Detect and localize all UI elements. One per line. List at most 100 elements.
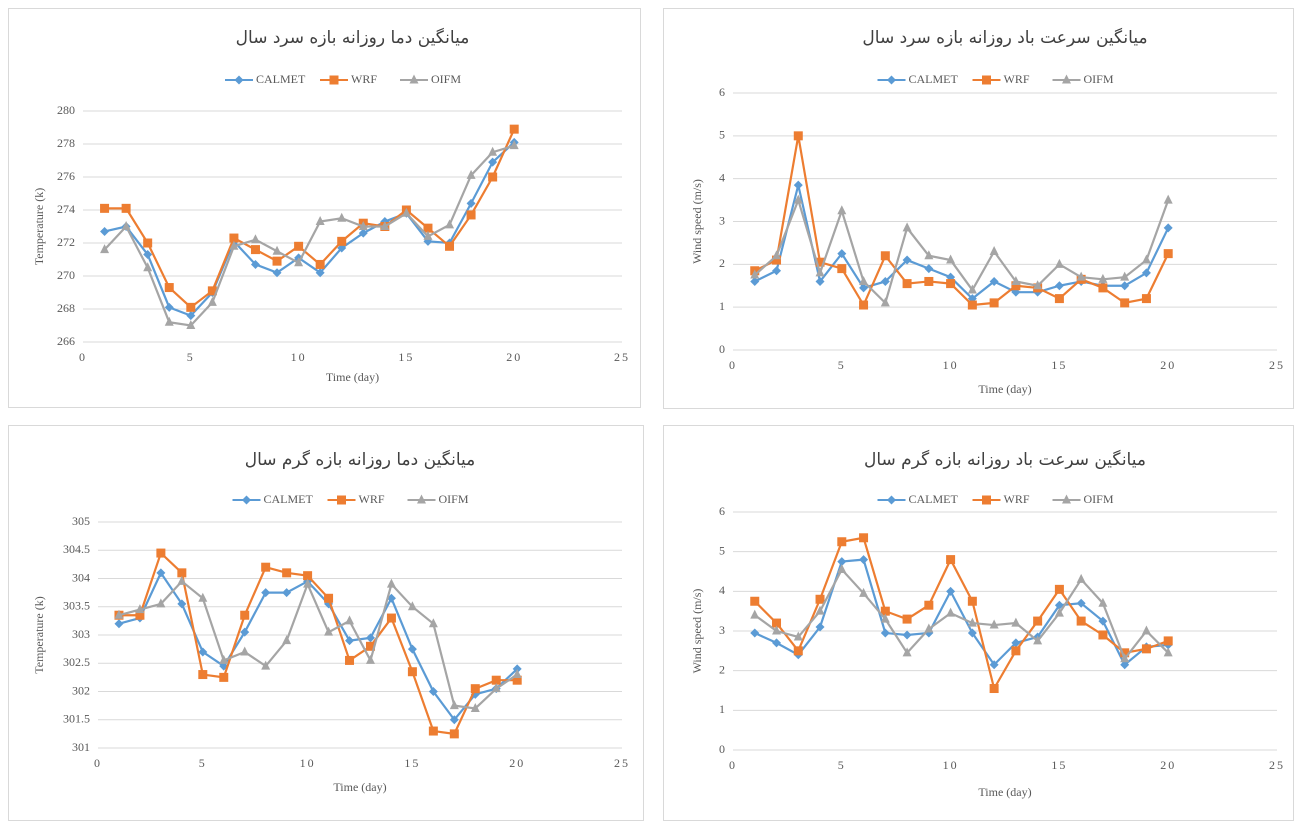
marker: [186, 302, 196, 312]
marker: [449, 700, 459, 710]
marker: [358, 228, 368, 238]
marker: [1062, 494, 1071, 504]
legend-entry: CALMET: [225, 72, 306, 86]
marker: [887, 495, 896, 505]
marker: [365, 633, 375, 643]
marker: [466, 198, 476, 208]
marker: [143, 262, 153, 272]
marker: [772, 638, 782, 648]
legend-label: WRF: [351, 72, 377, 86]
marker: [1054, 607, 1064, 617]
marker: [229, 240, 239, 250]
marker: [859, 587, 869, 597]
legend-entry: WRF: [972, 72, 1030, 86]
marker: [100, 226, 110, 236]
marker: [358, 221, 368, 230]
marker: [186, 320, 196, 329]
marker: [902, 630, 912, 640]
marker: [859, 533, 869, 543]
marker: [250, 245, 260, 255]
x-tick-label: 25: [1269, 358, 1285, 372]
y-tick-label: 2: [719, 662, 725, 676]
legend-entry: WRF: [320, 72, 377, 86]
marker: [1120, 271, 1130, 281]
y-axis-label: Wind speed (m/s): [690, 179, 704, 264]
marker: [491, 683, 501, 693]
x-tick-label: 0: [79, 350, 87, 364]
x-tick-label: 10: [291, 350, 307, 364]
marker: [924, 250, 934, 260]
marker: [114, 619, 124, 629]
marker: [1033, 280, 1043, 290]
marker: [880, 628, 890, 638]
marker: [1141, 268, 1151, 278]
chart-panel: میانگین دما روزانه بازه سرد سال 266 268 270…: [8, 8, 641, 408]
x-tick-label: 25: [614, 350, 630, 364]
marker: [1163, 249, 1173, 259]
x-tick-label: 15: [398, 350, 414, 364]
x-tick-label: 25: [614, 756, 630, 770]
marker: [135, 610, 145, 620]
y-tick-label: 4: [719, 583, 725, 597]
marker: [902, 255, 912, 265]
marker: [793, 180, 803, 190]
marker: [924, 600, 934, 610]
marker: [198, 647, 208, 657]
marker: [989, 619, 999, 629]
marker: [1098, 283, 1108, 293]
marker: [121, 221, 131, 230]
legend-label: OIFM: [439, 492, 469, 506]
marker: [1098, 597, 1108, 607]
y-tick-label: 3: [719, 623, 725, 637]
legend-label: WRF: [1004, 492, 1030, 506]
marker: [1033, 635, 1043, 645]
marker: [1033, 616, 1043, 626]
marker: [859, 300, 869, 310]
marker: [902, 222, 912, 232]
x-tick-label: 20: [1160, 758, 1176, 772]
marker: [386, 613, 396, 623]
legend-label: CALMET: [256, 72, 306, 86]
marker: [272, 256, 282, 266]
marker: [880, 251, 890, 261]
marker: [365, 654, 375, 664]
marker: [100, 203, 110, 213]
marker: [512, 669, 522, 679]
marker: [512, 664, 522, 674]
marker: [837, 564, 847, 574]
marker: [219, 672, 229, 682]
marker: [1054, 258, 1064, 268]
marker: [1120, 298, 1130, 308]
marker: [837, 205, 847, 215]
y-tick-label: 268: [57, 301, 75, 315]
marker: [1011, 617, 1021, 627]
marker: [315, 259, 325, 269]
marker: [880, 297, 890, 307]
y-axis-label: Temperature (k): [32, 188, 46, 265]
y-tick-label: 6: [719, 85, 725, 99]
marker: [837, 264, 847, 274]
marker: [989, 684, 999, 694]
marker: [1011, 638, 1021, 648]
marker: [924, 623, 934, 633]
marker: [466, 169, 476, 179]
marker: [261, 660, 271, 670]
marker: [967, 628, 977, 638]
marker: [1098, 616, 1108, 626]
marker: [982, 75, 991, 85]
marker: [315, 268, 325, 278]
marker: [272, 245, 282, 255]
y-tick-label: 305: [72, 514, 90, 528]
marker: [924, 264, 934, 274]
marker: [815, 276, 825, 286]
marker: [177, 575, 187, 585]
marker: [337, 236, 347, 246]
marker: [946, 607, 956, 617]
marker: [315, 216, 325, 226]
marker: [164, 316, 174, 326]
marker: [282, 568, 292, 578]
y-tick-label: 272: [57, 235, 75, 249]
marker: [793, 631, 803, 641]
marker: [219, 654, 229, 664]
x-tick-label: 25: [1269, 758, 1285, 772]
